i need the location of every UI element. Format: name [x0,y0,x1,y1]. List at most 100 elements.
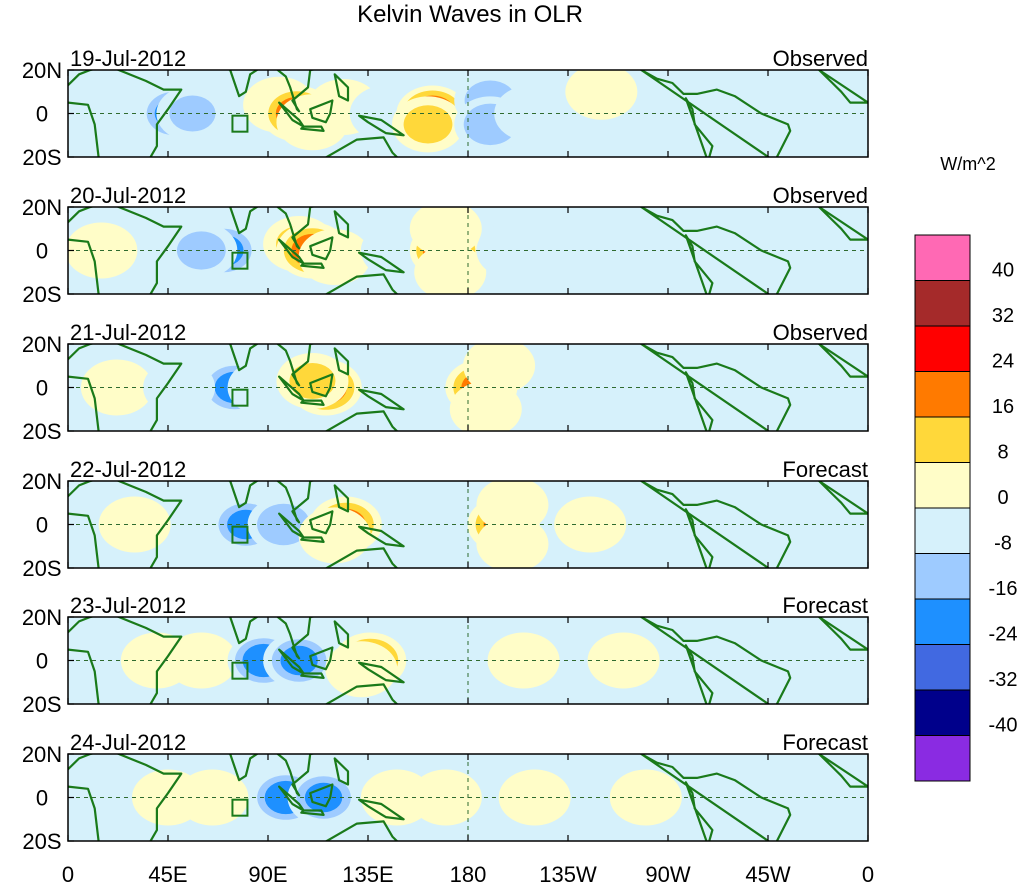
anomaly-contour [176,231,226,270]
region-box [231,525,249,544]
y-tick-label: 20S [22,692,61,717]
coastline [300,262,325,269]
panel-date-label: 21-Jul-2012 [70,320,186,345]
panel-status-label: Observed [773,320,868,345]
coastline [640,481,792,568]
coastline [309,510,334,535]
region-box [231,388,249,407]
anomaly-contour [449,381,522,431]
chart-title: Kelvin Waves in OLR [357,1,583,28]
anomaly-contour [565,70,638,120]
coastline [300,399,325,406]
x-tick-label: 90W [645,862,690,887]
y-tick-label: 20S [22,419,61,444]
colorbar-swatch [914,553,971,600]
coastline [227,754,259,782]
coastline [324,273,399,294]
colorbar-swatch [914,644,971,691]
y-tick-label: 20N [22,332,62,357]
coastline [358,388,405,411]
y-tick-label: 0 [36,513,48,538]
y-tick-label: 20N [22,469,62,494]
panels-group: 20N 0 20S 19-Jul-2012 Observed 20N 0 20S 20-Jul-… [22,46,869,854]
colorbar-label: -32 [989,669,1018,691]
colorbar-label: -40 [989,715,1018,737]
panel-status-label: Forecast [782,457,868,482]
coastline [300,536,325,544]
anomaly-contour [289,362,336,399]
coastline [817,70,868,104]
coastline [324,547,399,568]
coastline [358,661,405,684]
panel-date-label: 20-Jul-2012 [70,183,186,208]
anomaly-contour [463,344,536,394]
coastline [276,754,317,797]
coastline [817,754,868,788]
panel-3: 20N 0 20S 21-Jul-2012 Observed [22,320,869,444]
colorbar-label: 32 [992,305,1014,327]
coastline [227,344,259,372]
panel-6: 20N 0 20S 24-Jul-2012 Forecast [22,730,869,854]
coastline [227,481,259,509]
region-box [231,798,249,817]
x-tick-label: 0 [62,862,74,887]
coastline [684,508,714,568]
panel-status-label: Observed [773,183,868,208]
coastline [684,234,714,294]
coastline [324,820,399,841]
coastline [309,236,334,261]
coastline [640,70,792,157]
anomaly-contour [280,645,318,676]
region-box [231,251,249,270]
x-tick-label: 90E [248,862,287,887]
coastline [276,481,317,524]
anomaly-contour [409,207,482,257]
coastline [358,251,405,274]
colorbar-swatch [914,234,971,281]
coastline [227,70,259,98]
colorbar-label: 24 [992,351,1014,373]
x-axis: 0 45E 90E 135E 180 135W 90W 45W 0 [62,862,874,887]
y-tick-label: 0 [36,102,48,127]
coastline [358,525,405,548]
coastline [640,344,792,431]
panel-4: 20N 0 20S 22-Jul-2012 Forecast [22,457,869,581]
colorbar-swatch [914,507,971,554]
x-tick-label: 180 [450,862,487,887]
y-tick-label: 20S [22,556,61,581]
panel-status-label: Forecast [782,593,868,618]
panel-status-label: Forecast [782,730,868,755]
panel-2: 20N 0 20S 20-Jul-2012 Observed [22,183,869,307]
x-tick-label: 45W [745,862,790,887]
panel-status-label: Observed [773,46,868,71]
panel-date-label: 19-Jul-2012 [70,46,186,71]
x-tick-label: 135E [342,862,393,887]
y-tick-label: 0 [36,786,48,811]
y-tick-label: 20N [22,195,62,220]
anomaly-contour [476,222,549,279]
y-tick-label: 20S [22,282,61,307]
coastline [817,481,868,515]
coastline [333,210,350,239]
anomaly-contour [403,105,453,144]
colorbar-swatch [914,325,971,372]
coastline [309,99,334,124]
anomaly-contour [169,95,216,132]
coastline [684,371,714,431]
panel-date-label: 24-Jul-2012 [70,730,186,755]
region-box [231,661,249,680]
coastline [309,373,334,398]
colorbar-swatch [914,689,971,736]
coastline [817,344,868,378]
coastline [333,757,350,786]
coastline [276,344,317,387]
coastline [333,484,350,513]
anomaly-contour [487,632,560,689]
colorbar-swatch [914,735,971,782]
coastline [276,617,317,660]
panel-date-label: 22-Jul-2012 [70,457,186,482]
colorbar: 40 32 24 16 8 0 -8 -16 -24 -32 -40 [914,234,1018,782]
coastline [68,70,183,157]
coastline [300,672,325,680]
